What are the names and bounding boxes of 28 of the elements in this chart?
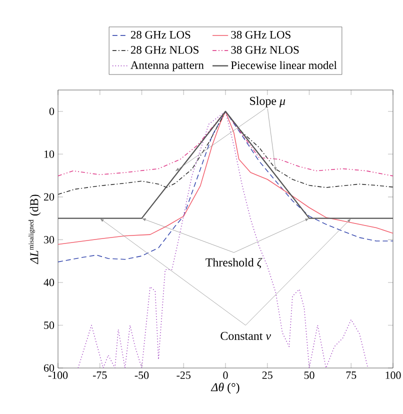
y-tick-label: 40 (44, 278, 54, 286)
x-tick-label: -50 (134, 372, 149, 379)
y-axis-title: $\mbox{\itshape ΔL}^{\mbox{\scriptsize misaligned}}\ \mbox{(dB)}$ (28, 194, 41, 264)
legend-label: 28 GHz LOS (130, 30, 190, 39)
legend-label: 38 GHz LOS (231, 30, 290, 39)
x-tick-label: -25 (176, 372, 190, 379)
x-tick-label: 75 (346, 372, 356, 379)
legend-label: Piecewise linear model (231, 61, 337, 70)
x-tick-label: 50 (304, 372, 314, 379)
x-tick-label: -100 (48, 372, 68, 379)
annotation: Slope μ (250, 96, 286, 108)
y-tick-label: 50 (44, 322, 54, 329)
legend-label: Antenna pattern (130, 61, 204, 72)
y-tick-label: 10 (44, 150, 54, 158)
annotation: Constant ν (220, 332, 272, 340)
legend-label: 28 GHz NLOS (130, 46, 198, 54)
y-tick-label: 60 (44, 364, 54, 372)
annotation: Threshold ζ (206, 258, 262, 268)
x-axis-title: Δθ (°) (210, 382, 240, 394)
x-tick-label: 100 (386, 372, 401, 379)
x-tick-label: 0 (223, 372, 228, 379)
y-tick-label: 0 (49, 108, 54, 116)
x-tick-label: -75 (92, 372, 107, 379)
line-series (78, 110, 368, 368)
y-tick-label: 20 (44, 193, 54, 201)
x-tick-label: 25 (262, 372, 272, 379)
y-tick-label: 30 (44, 236, 54, 244)
legend-label: 38 GHz NLOS (231, 46, 299, 54)
